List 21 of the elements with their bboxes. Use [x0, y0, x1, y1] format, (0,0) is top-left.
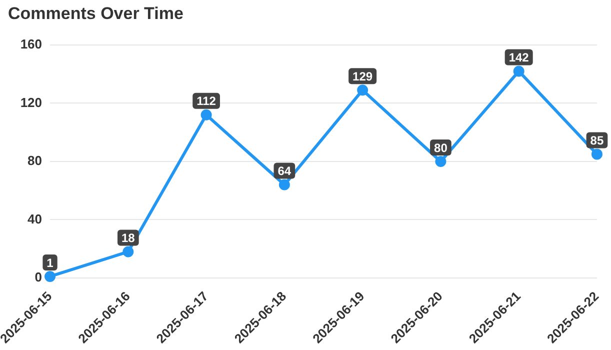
data-label: 1: [46, 256, 54, 270]
point: [357, 84, 368, 96]
y-tick-label: 160: [20, 36, 42, 52]
point: [591, 148, 602, 160]
chart-title: Comments Over Time: [8, 4, 184, 24]
data-label: 142: [508, 50, 530, 65]
data-label: 112: [196, 94, 216, 108]
y-tick-label: 120: [20, 94, 42, 110]
point: [513, 66, 524, 77]
data-label: 80: [434, 140, 448, 155]
point: [44, 270, 56, 282]
point: [278, 179, 290, 190]
y-tick-label: 80: [28, 153, 42, 168]
y-tick-label: 40: [28, 211, 42, 226]
data-label: 129: [352, 69, 373, 84]
y-tick-label: 0: [34, 270, 42, 285]
point: [435, 156, 446, 167]
data-label: 85: [590, 134, 604, 148]
point: [200, 109, 212, 120]
data-label: 64: [278, 164, 292, 178]
data-label: 18: [121, 231, 136, 246]
